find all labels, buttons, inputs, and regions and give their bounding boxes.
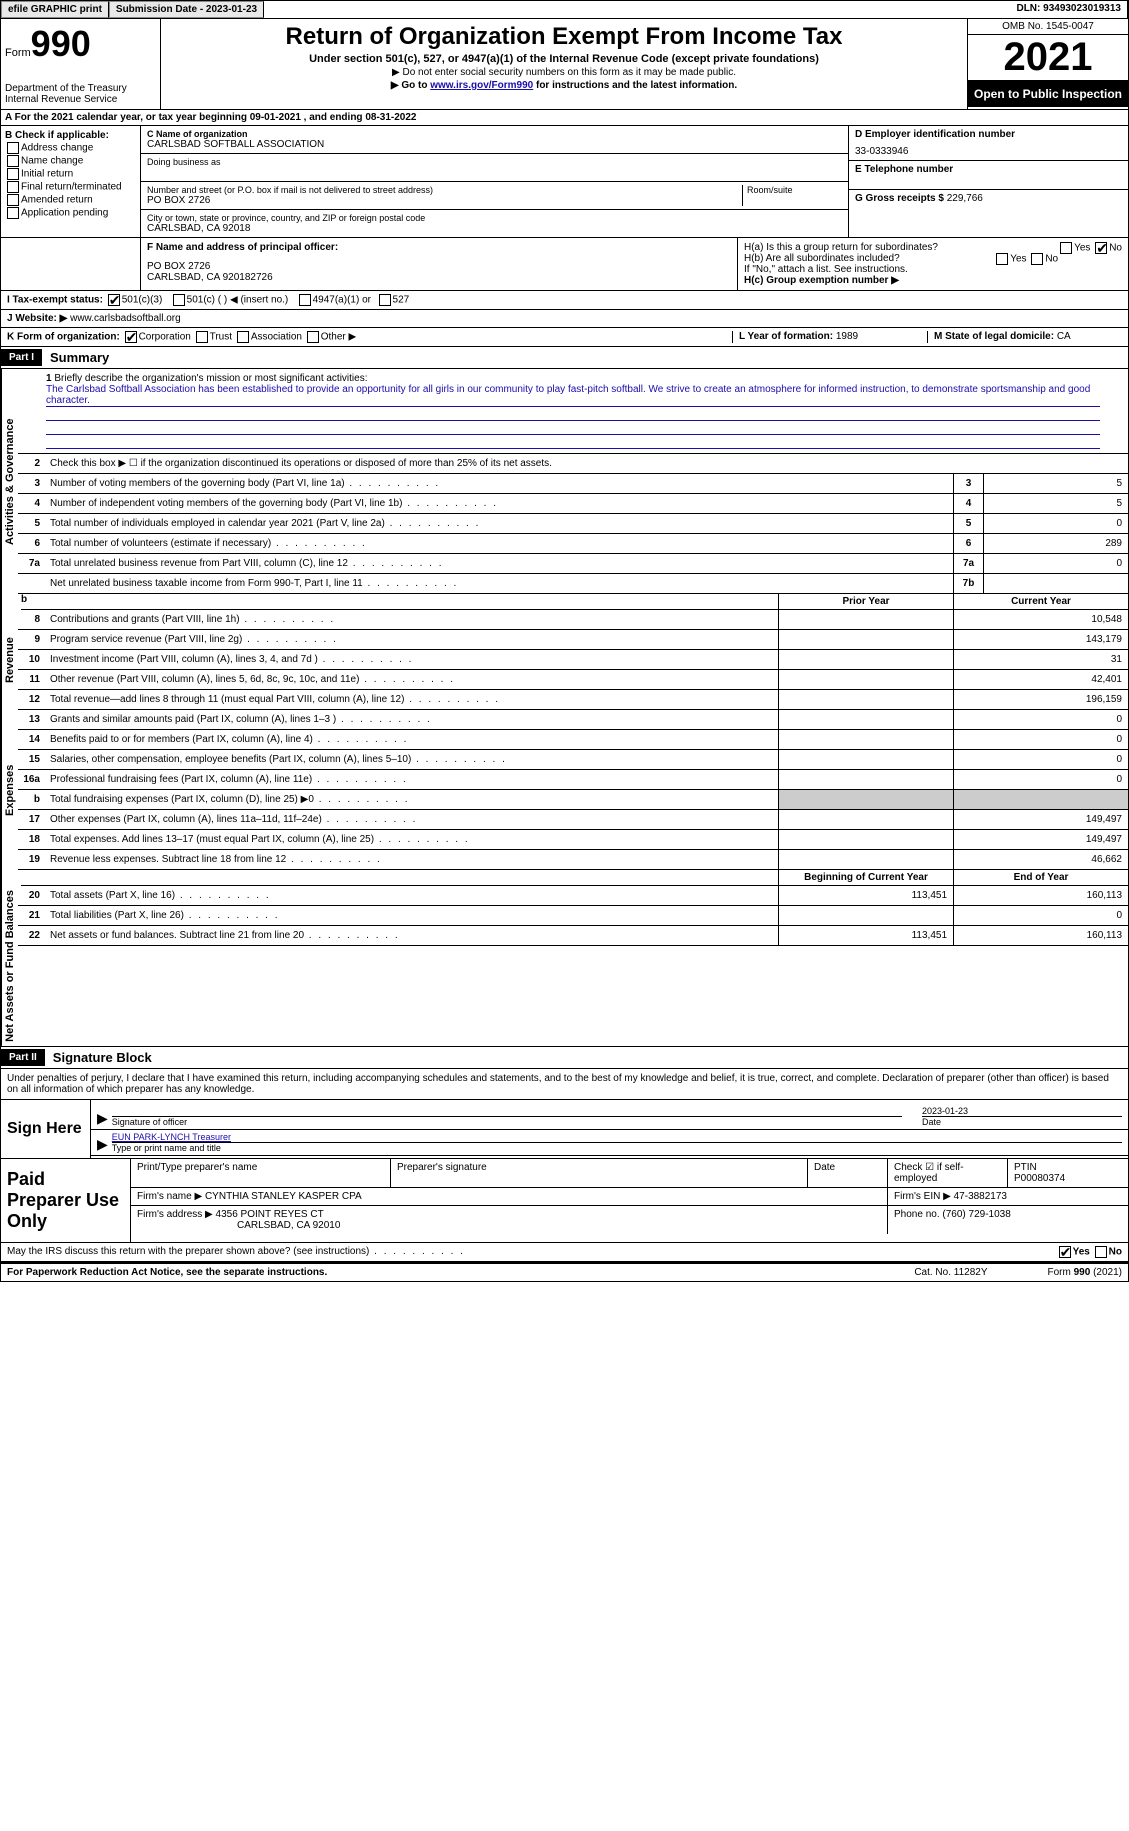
website: www.carlsbadsoftball.org (70, 313, 181, 324)
officer-label: F Name and address of principal officer: (147, 242, 731, 253)
officer-addr1: PO BOX 2726 (147, 261, 731, 272)
org-name-label: C Name of organization (147, 129, 842, 139)
ein-value: 33-0333946 (855, 146, 1122, 157)
mission-text: The Carlsbad Softball Association has be… (46, 384, 1100, 407)
officer-addr2: CARLSBAD, CA 920182726 (147, 272, 731, 283)
form-title: Return of Organization Exempt From Incom… (165, 23, 963, 51)
part1-title: Summary (42, 347, 117, 368)
phone-label: E Telephone number (855, 164, 1122, 175)
addr-label: Number and street (or P.O. box if mail i… (147, 185, 742, 195)
form-footer: Form 990 (2021) (1048, 1267, 1122, 1278)
ein-label: D Employer identification number (855, 129, 1122, 140)
firm-name: CYNTHIA STANLEY KASPER CPA (205, 1191, 362, 1202)
gross-receipts-label: G Gross receipts $ (855, 193, 944, 204)
dln: DLN: 93493023019313 (1010, 1, 1128, 18)
officer-name: EUN PARK-LYNCH Treasurer (112, 1132, 1122, 1142)
gross-receipts-value: 229,766 (947, 193, 983, 204)
part1-header: Part I (1, 349, 42, 366)
pra-notice: For Paperwork Reduction Act Notice, see … (7, 1267, 914, 1278)
efile-button[interactable]: efile GRAPHIC print (1, 1, 109, 18)
submission-date: Submission Date - 2023-01-23 (109, 1, 264, 18)
cat-no: Cat. No. 11282Y (914, 1267, 987, 1278)
declaration-text: Under penalties of perjury, I declare th… (0, 1069, 1129, 1100)
city-label: City or town, state or province, country… (147, 213, 842, 223)
omb-number: OMB No. 1545-0047 (968, 19, 1128, 35)
form-note1: ▶ Do not enter social security numbers o… (165, 67, 963, 78)
header-bar: efile GRAPHIC print Submission Date - 20… (0, 0, 1129, 19)
form-header: Form990 Department of the Treasury Inter… (0, 19, 1129, 110)
dept-treasury: Department of the Treasury (5, 83, 156, 94)
form-number: 990 (31, 23, 91, 64)
dba-label: Doing business as (147, 157, 842, 167)
org-address: PO BOX 2726 (147, 195, 742, 206)
vert-netassets: Net Assets or Fund Balances (1, 886, 18, 1046)
form-label: Form (5, 47, 31, 59)
part2-header: Part II (1, 1049, 45, 1066)
vert-revenue: Revenue (1, 610, 18, 710)
irs-label: Internal Revenue Service (5, 94, 156, 105)
vert-governance: Activities & Governance (1, 369, 18, 594)
part2-title: Signature Block (45, 1047, 160, 1068)
sign-here-label: Sign Here (1, 1100, 91, 1158)
inspection-notice: Open to Public Inspection (968, 81, 1128, 107)
irs-link[interactable]: www.irs.gov/Form990 (430, 80, 533, 91)
tax-year: 2021 (968, 35, 1128, 81)
org-name: CARLSBAD SOFTBALL ASSOCIATION (147, 139, 842, 150)
form-subtitle: Under section 501(c), 527, or 4947(a)(1)… (165, 53, 963, 65)
paid-preparer-label: Paid Preparer Use Only (1, 1159, 131, 1242)
section-b: B Check if applicable: Address change Na… (1, 126, 141, 237)
section-a: A For the 2021 calendar year, or tax yea… (0, 110, 1129, 126)
org-city: CARLSBAD, CA 92018 (147, 223, 842, 234)
vert-expenses: Expenses (1, 710, 18, 870)
